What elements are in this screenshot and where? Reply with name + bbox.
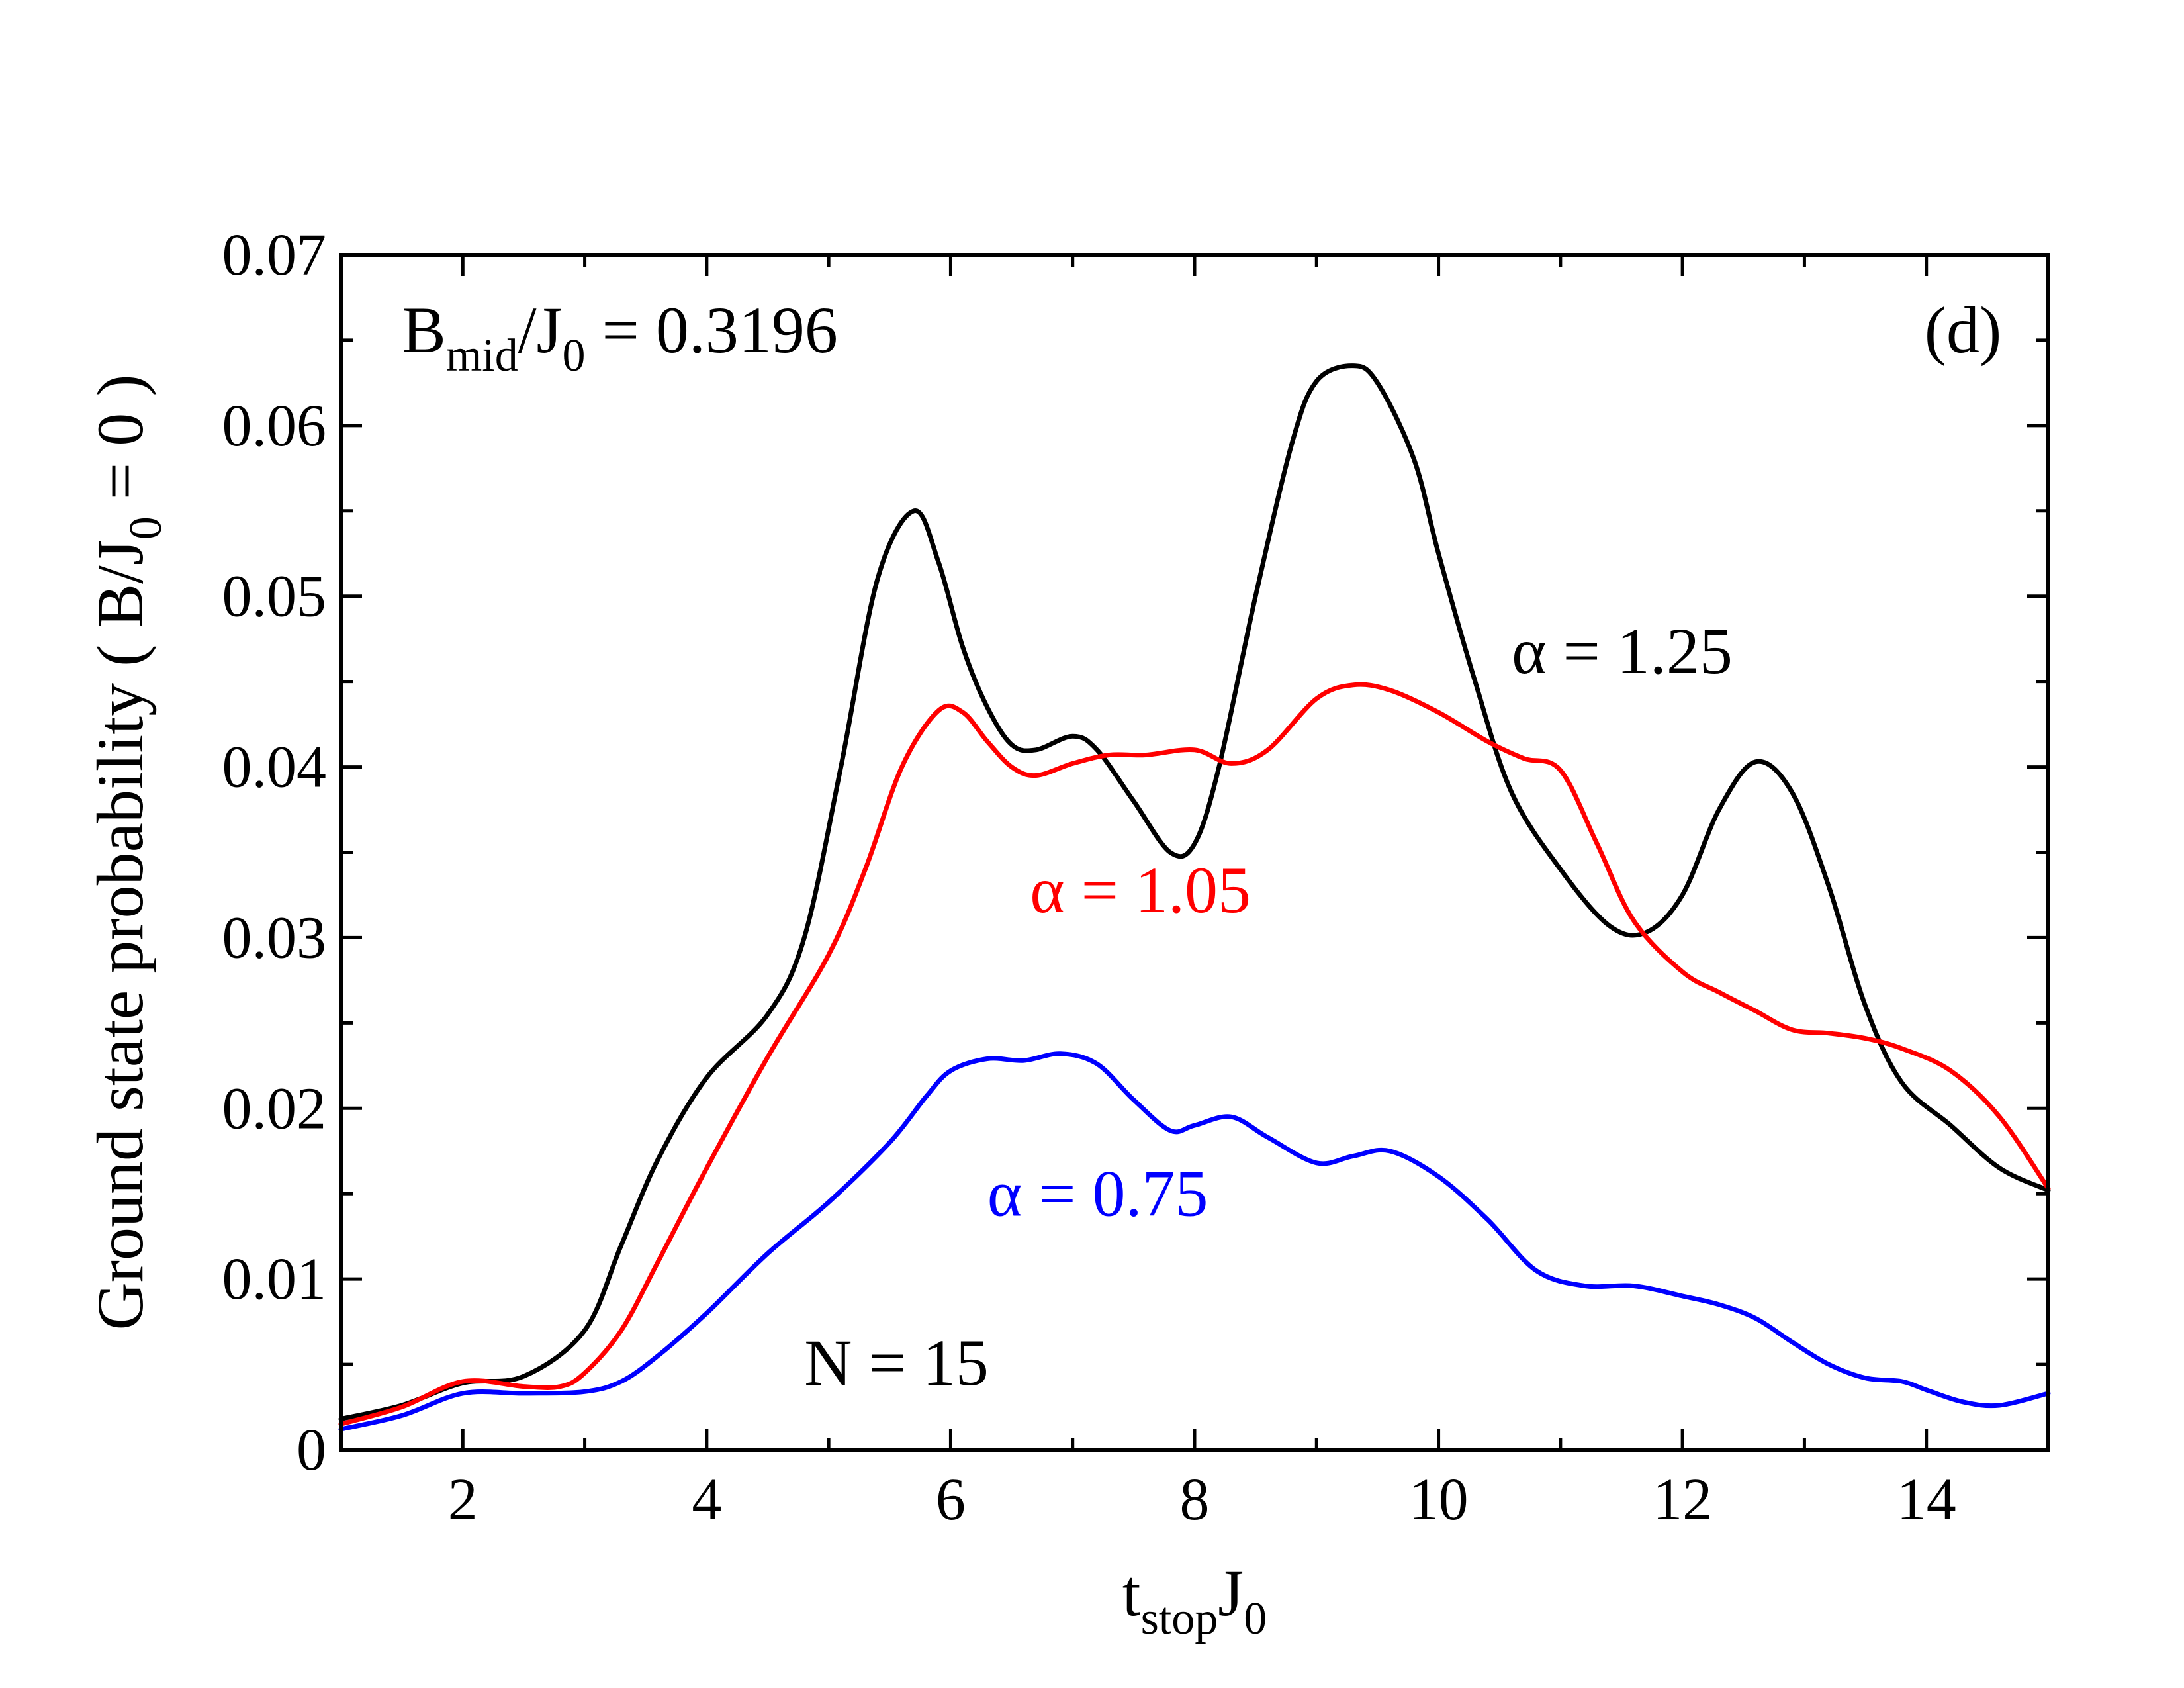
plot-frame — [339, 253, 2050, 1452]
x-axis-label: tstopJ0 — [1122, 1556, 1267, 1644]
y-tick-label: 0.01 — [222, 1246, 327, 1312]
series-layer — [338, 363, 2051, 1432]
x-tick-label: 10 — [1409, 1467, 1469, 1532]
panel-label: (d) — [1925, 293, 2002, 367]
ticks-layer: 2 4 6 8 10 12 14 0 0.01 0.02 0.03 0.04 0.05 0.06 0.07 — [222, 222, 2050, 1532]
bmid-annotation: Bmid/J0 = 0.3196 — [402, 293, 838, 381]
series-line-alpha-1-25 — [338, 363, 2051, 1422]
series-label: α = 1.05 — [1030, 853, 1251, 927]
series-label: α = 0.75 — [987, 1157, 1208, 1231]
x-tick-label: 12 — [1653, 1467, 1712, 1532]
y-tick-label: 0.02 — [222, 1076, 327, 1141]
y-tick-label: 0.06 — [222, 393, 327, 459]
labels-layer: α = 1.25 α = 1.05 α = 0.75 — [987, 614, 1733, 1231]
y-tick-label: 0.04 — [222, 735, 327, 800]
x-tick-label: 8 — [1180, 1467, 1210, 1532]
series-line-alpha-0-75 — [338, 1051, 2051, 1432]
y-tick-label: 0.07 — [222, 222, 327, 288]
y-tick-label: 0.03 — [222, 905, 327, 970]
y-tick-label: 0.05 — [222, 564, 327, 630]
x-tick-label: 2 — [448, 1467, 478, 1532]
y-axis-label: Ground state probability ( B/J0 = 0 ) — [83, 375, 171, 1331]
series-label: α = 1.25 — [1512, 614, 1733, 688]
n-annotation: N = 15 — [804, 1326, 989, 1399]
x-tick-label: 4 — [692, 1467, 721, 1532]
series-line-alpha-1-05 — [338, 682, 2051, 1427]
x-tick-label: 6 — [936, 1467, 966, 1532]
y-tick-label: 0 — [296, 1417, 326, 1483]
x-tick-label: 14 — [1897, 1467, 1956, 1532]
